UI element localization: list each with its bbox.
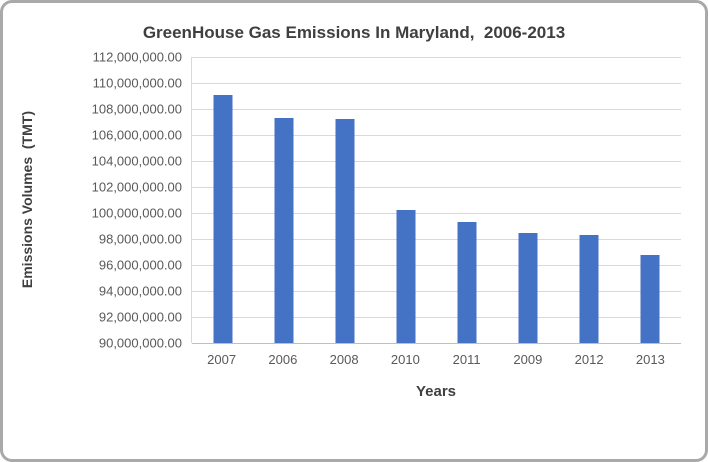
gridline xyxy=(192,57,681,58)
x-tick-label-2008: 2008 xyxy=(329,352,359,367)
y-tick-label: 98,000,000.00 xyxy=(98,231,182,247)
gridline xyxy=(192,213,681,214)
gridline xyxy=(192,187,681,188)
y-axis-title: Emissions Volumes (TMT) xyxy=(9,57,45,343)
y-tick-label: 112,000,000.00 xyxy=(92,49,182,65)
y-tick-label: 104,000,000.00 xyxy=(91,153,182,169)
y-tick-label: 108,000,000.00 xyxy=(91,101,182,117)
gridline xyxy=(192,291,681,292)
bar-2012[interactable] xyxy=(579,235,599,343)
x-axis-title: Years xyxy=(415,383,457,400)
x-axis-ticks: 2007 2006 2008 2010 2011 2009 2012 2013 xyxy=(191,343,681,377)
bar-2013[interactable] xyxy=(640,254,660,343)
y-axis-title-text: Emissions Volumes (TMT) xyxy=(19,111,35,289)
y-axis-ticks: 112,000,000.00 110,000,000.00 108,000,000.… xyxy=(45,50,191,351)
gridline xyxy=(192,239,681,240)
x-tick-label-2013: 2013 xyxy=(635,352,665,367)
bar-2011[interactable] xyxy=(457,222,477,343)
plot-area xyxy=(191,57,681,344)
y-tick-label: 92,000,000.00 xyxy=(98,309,182,325)
x-tick-label-2010: 2010 xyxy=(390,352,420,367)
gridline xyxy=(192,83,681,84)
bar-2007[interactable] xyxy=(213,94,233,343)
y-tick-label: 96,000,000.00 xyxy=(98,257,182,273)
bar-2008[interactable] xyxy=(335,119,355,343)
y-tick-label: 100,000,000.00 xyxy=(91,205,182,221)
x-axis-line xyxy=(192,343,681,344)
x-tick-label-2011: 2011 xyxy=(452,352,481,367)
x-tick-label-2012: 2012 xyxy=(574,352,604,367)
x-tick-label-2006: 2006 xyxy=(268,352,298,367)
y-tick-label: 90,000,000.00 xyxy=(98,335,182,351)
y-tick-label: 102,000,000.00 xyxy=(91,179,182,195)
y-tick-label: 94,000,000.00 xyxy=(98,283,182,299)
gridline xyxy=(192,161,681,162)
bar-2006[interactable] xyxy=(274,118,294,343)
y-tick-label: 106,000,000.00 xyxy=(91,127,182,143)
gridline xyxy=(192,265,681,266)
gridline xyxy=(192,135,681,136)
chart-title: GreenHouse Gas Emissions In Maryland, 20… xyxy=(142,23,566,42)
gridline xyxy=(192,317,681,318)
bar-2010[interactable] xyxy=(396,210,416,343)
chart-grid: Emissions Volumes (TMT) 112,000,000.00 11… xyxy=(3,50,705,400)
x-tick-label-2007: 2007 xyxy=(207,352,237,367)
x-tick-label-2009: 2009 xyxy=(513,352,543,367)
bar-2009[interactable] xyxy=(518,232,538,343)
y-tick-label: 110,000,000.00 xyxy=(92,75,182,91)
gridline xyxy=(192,109,681,110)
